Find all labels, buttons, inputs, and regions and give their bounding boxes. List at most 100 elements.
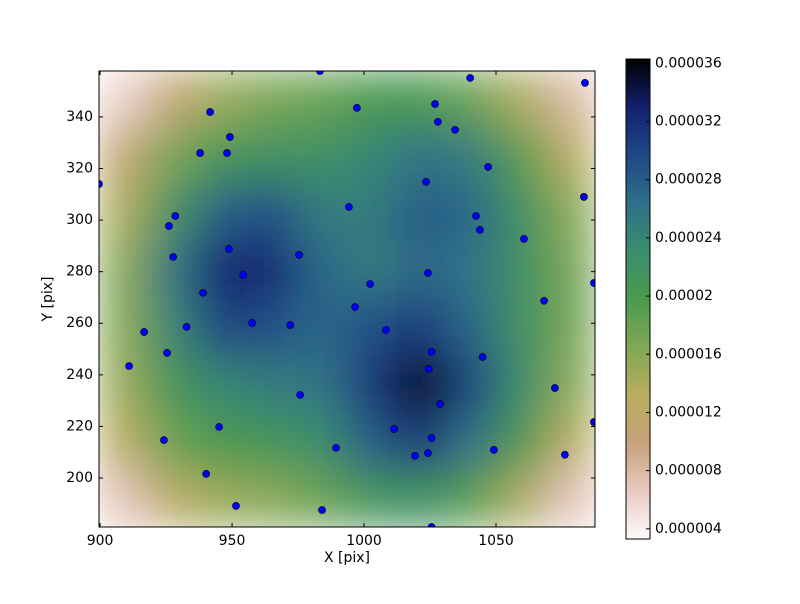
heatmap-cell	[297, 299, 348, 357]
scatter-point	[196, 149, 204, 157]
heatmap-cell	[99, 356, 150, 414]
heatmap-cell	[297, 356, 348, 414]
axes: 900 950 1000 1050 200 220 240 260 280 300 320 340	[66, 71, 595, 549]
scatter-point	[466, 74, 474, 82]
heatmap-cell	[148, 242, 199, 300]
y-axis-label: Y [pix]	[40, 277, 56, 323]
scatter-point	[424, 365, 433, 373]
x-tick-label: 1050	[478, 533, 514, 549]
heatmap-cell	[297, 185, 348, 243]
heatmap-cell	[148, 470, 199, 527]
heatmap-cell	[198, 356, 249, 414]
heatmap-cell	[347, 470, 398, 527]
heatmap-cell	[247, 470, 298, 527]
scatter-point	[182, 323, 191, 331]
scatter-point	[286, 321, 294, 329]
scatter-point	[165, 222, 173, 230]
x-axis-label: X [pix]	[324, 550, 370, 566]
colorbar-tick-label: 0.000024	[655, 230, 722, 246]
scatter-point	[436, 400, 444, 408]
y-tick-label: 280	[66, 264, 93, 280]
heatmap-cell	[446, 185, 497, 243]
y-tick-label: 340	[66, 109, 93, 125]
scatter-point	[476, 226, 484, 234]
heatmap-cell	[347, 356, 398, 414]
scatter-point	[199, 288, 207, 297]
scatter-point	[422, 178, 430, 186]
scatter-point	[296, 391, 304, 399]
heatmap-cell	[198, 71, 249, 129]
heatmap-cell	[446, 299, 497, 357]
colorbar-axis: 0.000004 0.000008 0.000012 0.000016 0.00002 0…	[646, 55, 722, 537]
scatter-point	[318, 506, 326, 514]
heatmap-cell	[396, 242, 447, 300]
heatmap-cell	[198, 413, 249, 471]
heatmap-cell	[396, 299, 447, 357]
scatter-point	[223, 149, 231, 157]
scatter-point	[332, 443, 340, 452]
heatmap-cell	[247, 128, 298, 186]
heatmap-cell	[545, 299, 595, 357]
heatmap-cell	[198, 185, 249, 243]
heatmap-cell	[247, 185, 298, 243]
scatter-point	[424, 449, 432, 457]
scatter-point	[427, 434, 436, 442]
heatmap-cell	[446, 128, 497, 186]
heatmap-cell	[99, 185, 150, 243]
heatmap-cell	[446, 470, 497, 527]
heatmap-cell	[545, 470, 595, 527]
scatter-point	[99, 180, 103, 188]
scatter-point	[353, 104, 361, 112]
heatmap-cell	[347, 128, 398, 186]
scatter-point	[434, 117, 442, 126]
heatmap	[99, 71, 595, 527]
scatter-point	[427, 523, 436, 527]
x-tick-label: 950	[219, 533, 246, 549]
heatmap-cell	[495, 413, 546, 471]
y-tick-label: 300	[66, 212, 93, 228]
heatmap-cell	[396, 470, 447, 527]
heatmap-cell	[247, 71, 298, 129]
colorbar-tick-label: 0.000004	[655, 521, 722, 537]
heatmap-cell	[148, 413, 199, 471]
scatter-point	[345, 203, 353, 211]
scatter-point	[316, 71, 324, 75]
scatter-point	[424, 269, 432, 277]
colorbar-tick-label: 0.000008	[655, 463, 722, 479]
y-tick-label: 240	[66, 367, 93, 383]
heatmap-cell	[148, 71, 199, 129]
scatter-point	[125, 362, 133, 370]
heatmap-cell	[545, 185, 595, 243]
y-tick-label: 200	[66, 470, 93, 486]
heatmap-cell	[495, 71, 546, 129]
scatter-point	[580, 193, 588, 201]
heatmap-cell	[495, 470, 546, 527]
scatter-point	[232, 502, 240, 510]
scatter-point	[206, 108, 214, 116]
heatmap-cell	[545, 413, 595, 471]
colorbar-tick-label: 0.000028	[655, 172, 722, 188]
heatmap-cell	[148, 356, 199, 414]
scatter-point	[248, 319, 256, 327]
heatmap-cell	[297, 71, 348, 129]
heatmap-cell	[247, 413, 298, 471]
heatmap-cell	[99, 242, 150, 300]
scatter-point	[411, 451, 419, 460]
heatmap-cell	[347, 185, 398, 243]
scatter-point	[581, 79, 589, 87]
scatter-point	[171, 212, 180, 220]
scatter-point	[390, 425, 398, 433]
heatmap-cell	[545, 242, 595, 300]
heatmap-cell	[99, 413, 150, 471]
heatmap-cell	[99, 299, 150, 357]
heatmap-cell	[297, 242, 348, 300]
heatmap-cell	[495, 356, 546, 414]
colorbar-tick-label: 0.000036	[655, 55, 722, 71]
x-tick-label: 1000	[346, 533, 382, 549]
heatmap-cell	[247, 242, 298, 300]
scatter-point	[239, 271, 247, 279]
scatter-point	[366, 280, 374, 288]
scatter-point	[226, 133, 234, 141]
scatter-point	[215, 423, 223, 431]
